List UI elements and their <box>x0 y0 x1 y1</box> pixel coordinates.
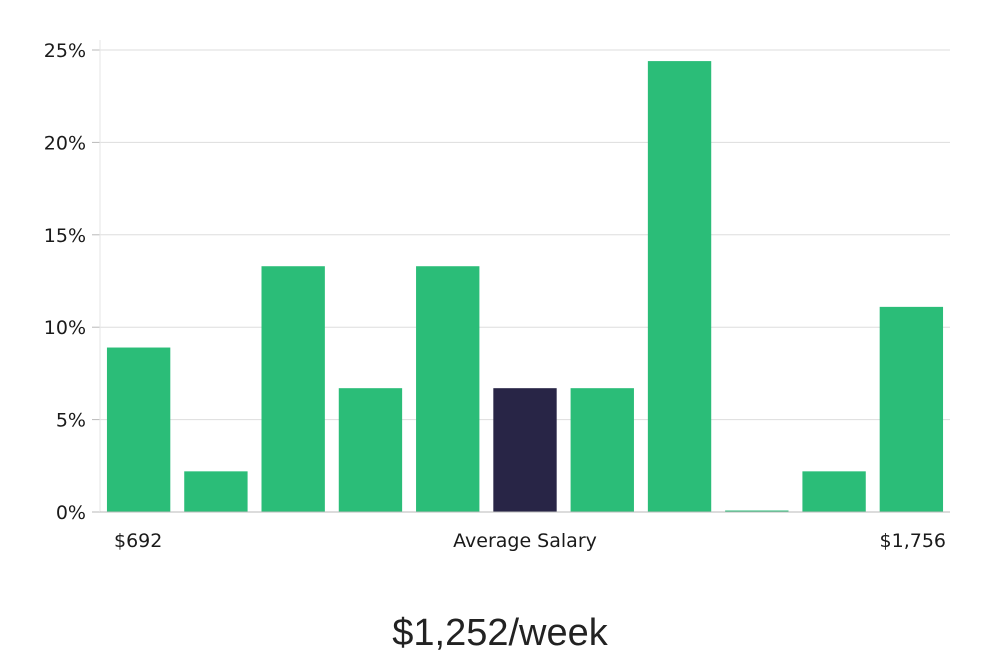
y-tick-label: 15% <box>44 225 86 247</box>
bar[interactable] <box>647 61 712 513</box>
y-tick-label: 10% <box>44 317 86 339</box>
bar[interactable] <box>416 266 480 512</box>
x-axis-title: Average Salary <box>453 530 597 552</box>
x-max-label: $1,756 <box>880 530 946 552</box>
x-min-label: $692 <box>114 530 162 552</box>
y-tick-label: 5% <box>56 410 86 432</box>
bar[interactable] <box>106 347 171 512</box>
bar[interactable] <box>338 388 403 512</box>
y-tick-label: 20% <box>44 132 86 154</box>
bar[interactable] <box>802 471 866 512</box>
bar[interactable] <box>184 471 248 512</box>
y-axis-tick-labels: 0% 5% 10% 15% 20% 25% <box>44 40 86 524</box>
bar[interactable] <box>261 266 325 512</box>
y-tick-label: 0% <box>56 502 86 524</box>
bar-average-highlight[interactable] <box>493 388 557 512</box>
bars <box>106 61 944 513</box>
y-tick-label: 25% <box>44 40 86 62</box>
x-axis-labels: $692 Average Salary $1,756 <box>114 530 946 552</box>
bar[interactable] <box>879 306 944 512</box>
bar[interactable] <box>570 388 634 512</box>
bar[interactable] <box>725 510 789 513</box>
gridlines <box>92 40 950 513</box>
average-salary-headline: $1,252/week <box>392 612 608 654</box>
salary-distribution-chart: 0% 5% 10% 15% 20% 25% $692 Average Salary $1,… <box>44 40 950 552</box>
